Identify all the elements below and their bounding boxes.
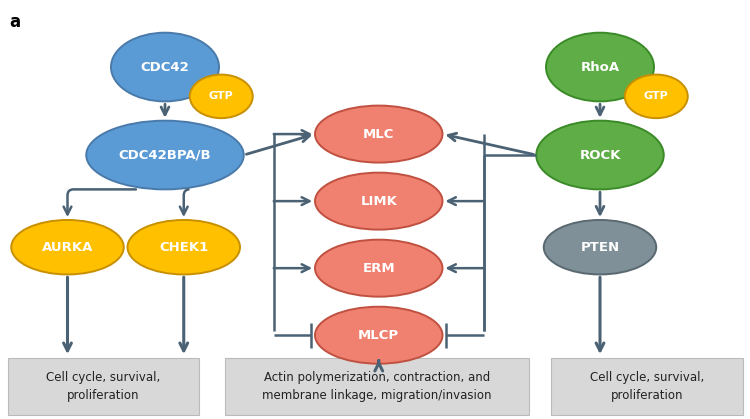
Text: Cell cycle, survival,
proliferation: Cell cycle, survival, proliferation	[590, 371, 704, 402]
Ellipse shape	[111, 33, 219, 101]
Text: CDC42: CDC42	[141, 60, 189, 74]
Ellipse shape	[190, 75, 253, 118]
Text: RhoA: RhoA	[580, 60, 620, 74]
Text: ERM: ERM	[362, 261, 395, 275]
Ellipse shape	[546, 33, 654, 101]
Ellipse shape	[315, 240, 442, 297]
Ellipse shape	[544, 220, 656, 274]
Ellipse shape	[315, 307, 442, 364]
Text: GTP: GTP	[209, 91, 234, 101]
Ellipse shape	[315, 173, 442, 230]
FancyBboxPatch shape	[8, 358, 199, 415]
Text: AURKA: AURKA	[42, 241, 93, 254]
Text: PTEN: PTEN	[580, 241, 620, 254]
Text: MLCP: MLCP	[358, 328, 399, 342]
Text: LIMK: LIMK	[360, 194, 398, 208]
Text: CHEK1: CHEK1	[159, 241, 209, 254]
Text: GTP: GTP	[644, 91, 669, 101]
Ellipse shape	[86, 121, 244, 189]
Text: Cell cycle, survival,
proliferation: Cell cycle, survival, proliferation	[46, 371, 160, 402]
FancyBboxPatch shape	[225, 358, 529, 415]
Ellipse shape	[11, 220, 124, 274]
Text: a: a	[9, 13, 20, 31]
Text: CDC42BPA/B: CDC42BPA/B	[118, 148, 211, 162]
Text: Actin polymerization, contraction, and
membrane linkage, migration/invasion: Actin polymerization, contraction, and m…	[262, 371, 491, 402]
Ellipse shape	[625, 75, 688, 118]
Ellipse shape	[128, 220, 240, 274]
Text: ROCK: ROCK	[579, 148, 621, 162]
FancyBboxPatch shape	[551, 358, 742, 415]
Ellipse shape	[315, 106, 442, 163]
Text: MLC: MLC	[363, 127, 394, 141]
Ellipse shape	[536, 121, 664, 189]
